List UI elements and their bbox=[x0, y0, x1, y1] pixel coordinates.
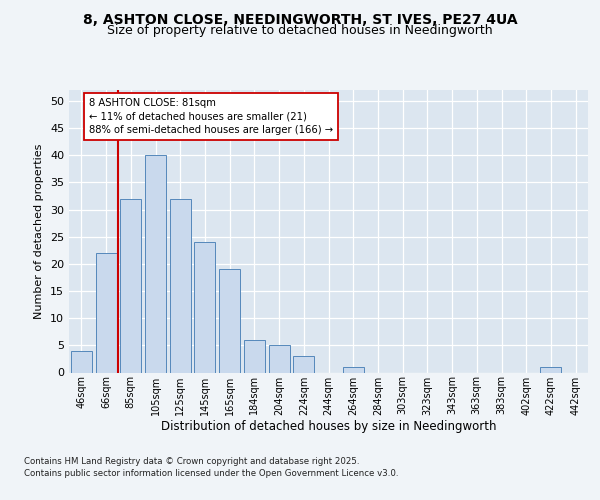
Bar bbox=[293, 356, 314, 372]
X-axis label: Distribution of detached houses by size in Needingworth: Distribution of detached houses by size … bbox=[161, 420, 496, 433]
Bar bbox=[71, 351, 92, 372]
Bar bbox=[120, 198, 141, 372]
Text: 8, ASHTON CLOSE, NEEDINGWORTH, ST IVES, PE27 4UA: 8, ASHTON CLOSE, NEEDINGWORTH, ST IVES, … bbox=[83, 12, 517, 26]
Text: Contains public sector information licensed under the Open Government Licence v3: Contains public sector information licen… bbox=[24, 468, 398, 477]
Text: 8 ASHTON CLOSE: 81sqm
← 11% of detached houses are smaller (21)
88% of semi-deta: 8 ASHTON CLOSE: 81sqm ← 11% of detached … bbox=[89, 98, 333, 134]
Bar bbox=[244, 340, 265, 372]
Y-axis label: Number of detached properties: Number of detached properties bbox=[34, 144, 44, 319]
Bar bbox=[269, 346, 290, 372]
Text: Contains HM Land Registry data © Crown copyright and database right 2025.: Contains HM Land Registry data © Crown c… bbox=[24, 458, 359, 466]
Bar bbox=[343, 367, 364, 372]
Text: Size of property relative to detached houses in Needingworth: Size of property relative to detached ho… bbox=[107, 24, 493, 37]
Bar bbox=[95, 253, 116, 372]
Bar bbox=[170, 198, 191, 372]
Bar bbox=[219, 270, 240, 372]
Bar bbox=[541, 367, 562, 372]
Bar bbox=[145, 155, 166, 372]
Bar bbox=[194, 242, 215, 372]
